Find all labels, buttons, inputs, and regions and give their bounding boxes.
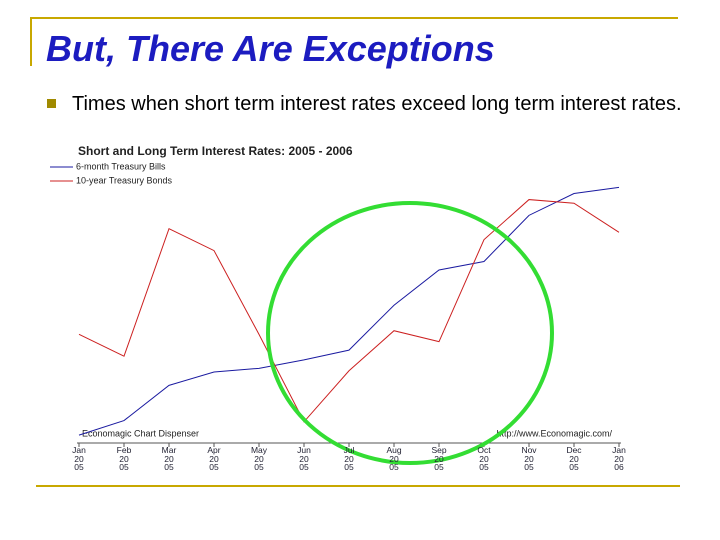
series-line <box>78 186 620 436</box>
annotation: http://www.Economagic.com/ <box>496 428 612 438</box>
series-line <box>78 199 620 423</box>
x-tick-label: Mar 20 05 <box>161 445 177 472</box>
annotation: Economagic Chart Dispenser <box>82 428 199 438</box>
legend-label: 10-year Treasury Bonds <box>76 175 173 185</box>
x-tick-label: Oct 20 05 <box>477 445 491 472</box>
chart: Short and Long Term Interest Rates: 2005… <box>50 144 621 447</box>
x-tick-label: May 20 05 <box>250 445 268 472</box>
x-tick-label: Sep 20 05 <box>431 445 447 472</box>
legend-label: 6-month Treasury Bills <box>76 161 166 171</box>
x-tick-label: Jul 20 05 <box>343 445 355 472</box>
x-tick-label: Jan 20 06 <box>612 445 626 472</box>
x-tick-label: Dec 20 05 <box>566 445 582 472</box>
highlight-circle <box>266 201 554 465</box>
x-tick-label: Jun 20 05 <box>297 445 311 472</box>
bullet-marker <box>47 99 56 108</box>
x-tick-label: Nov 20 05 <box>521 445 537 472</box>
chart-title: Short and Long Term Interest Rates: 2005… <box>78 144 353 158</box>
x-tick-label: Apr 20 05 <box>207 445 221 472</box>
x-tick-label: Aug 20 05 <box>386 445 402 472</box>
x-tick-label: Jan 20 05 <box>72 445 86 472</box>
x-tick-label: Feb 20 05 <box>116 445 132 472</box>
bullet-text: Times when short term interest rates exc… <box>72 93 682 115</box>
slide-title: But, There Are Exceptions <box>46 28 495 69</box>
